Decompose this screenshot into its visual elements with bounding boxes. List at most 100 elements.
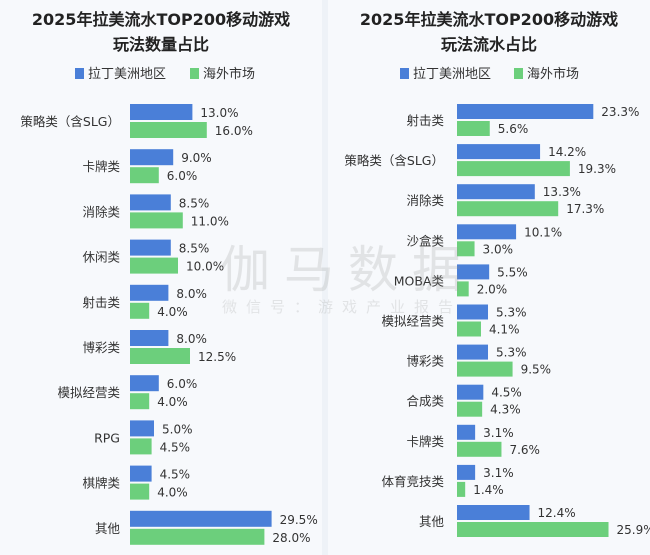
- category-label: MOBA类: [394, 273, 445, 288]
- bar: [130, 257, 178, 274]
- chart-title-line: 玩法数量占比: [113, 35, 209, 54]
- bar: [457, 481, 466, 497]
- category-label: 模拟经营类: [381, 314, 444, 329]
- bar: [457, 464, 476, 480]
- data-label: 13.0%: [200, 106, 238, 120]
- bar: [130, 528, 265, 545]
- category-label: RPG: [94, 430, 120, 445]
- data-label: 4.5%: [160, 440, 191, 454]
- legend-label: 拉丁美洲地区: [88, 67, 166, 82]
- category-label: 射击类: [406, 113, 444, 128]
- data-label: 8.5%: [179, 242, 210, 256]
- bar: [130, 348, 190, 364]
- bar: [130, 393, 150, 410]
- category-label: 卡牌类: [406, 434, 444, 449]
- data-label: 8.0%: [176, 287, 207, 301]
- data-label: 9.0%: [181, 151, 212, 165]
- data-label: 10.1%: [524, 225, 562, 239]
- category-label: 策略类（含SLG）: [20, 114, 120, 129]
- legend-label: 海外市场: [203, 66, 255, 82]
- bar: [457, 144, 541, 160]
- data-label: 23.3%: [601, 105, 639, 119]
- bar: [130, 212, 183, 229]
- data-label: 17.3%: [566, 202, 604, 216]
- category-label: 棋牌类: [82, 476, 120, 491]
- bar: [457, 304, 489, 320]
- data-label: 13.3%: [543, 185, 581, 199]
- data-label: 19.3%: [578, 162, 616, 176]
- data-label: 6.0%: [167, 169, 198, 183]
- bar: [457, 224, 517, 240]
- chart-title-line: 2025年拉美流水TOP200移动游戏: [32, 10, 290, 29]
- bar: [130, 465, 152, 482]
- bar: [457, 104, 594, 119]
- data-label: 5.3%: [496, 306, 527, 320]
- data-label: 3.1%: [483, 466, 514, 480]
- data-label: 5.0%: [162, 422, 193, 436]
- data-label: 12.5%: [198, 350, 236, 364]
- data-label: 5.5%: [497, 265, 528, 279]
- data-label: 16.0%: [215, 124, 253, 138]
- legend-swatch: [190, 68, 199, 79]
- data-label: 8.5%: [179, 196, 210, 210]
- category-label: 模拟经营类: [57, 385, 120, 400]
- data-label: 1.4%: [473, 483, 504, 497]
- bar: [130, 194, 171, 211]
- data-label: 3.1%: [483, 426, 514, 440]
- category-label: 卡牌类: [82, 159, 120, 174]
- bar: [457, 184, 535, 200]
- data-label: 6.0%: [167, 377, 198, 391]
- bar: [457, 424, 476, 440]
- data-label: 25.9%: [617, 523, 650, 537]
- legend-label: 海外市场: [527, 66, 579, 82]
- data-label: 4.0%: [157, 486, 188, 500]
- bar: [130, 330, 169, 346]
- category-label: 体育竞技类: [381, 474, 444, 489]
- bar: [130, 302, 150, 319]
- legend-swatch: [514, 68, 523, 79]
- bar: [457, 121, 490, 136]
- bar: [130, 167, 159, 184]
- category-label: 博彩类: [406, 354, 444, 369]
- bar: [457, 281, 469, 297]
- bar: [457, 361, 513, 377]
- data-label: 10.0%: [186, 260, 224, 274]
- chart-panel-revenue: 2025年拉美流水TOP200移动游戏 玩法流水占比 拉丁美洲地区 海外市场 射击类 23…: [328, 0, 650, 555]
- bar: [130, 375, 159, 392]
- category-label: 博彩类: [82, 340, 120, 355]
- category-label: 消除类: [406, 193, 444, 208]
- category-label: 休闲类: [82, 250, 120, 265]
- category-label: 消除类: [82, 204, 120, 219]
- data-label: 8.0%: [176, 332, 207, 346]
- chart-panel-count: 2025年拉美流水TOP200移动游戏 玩法数量占比拉丁美洲地区 海外市场策略类（含…: [0, 0, 322, 555]
- bar: [130, 104, 193, 120]
- category-label: 沙盒类: [406, 233, 444, 248]
- category-label: 其他: [95, 521, 121, 536]
- bar: [130, 420, 154, 437]
- legend-swatch: [400, 68, 409, 79]
- data-label: 4.5%: [160, 468, 191, 482]
- category-label: 合成类: [406, 394, 444, 409]
- legend-swatch: [75, 68, 84, 79]
- bar: [457, 201, 559, 217]
- bar: [457, 384, 484, 400]
- bar: [130, 284, 169, 301]
- data-label: 4.0%: [157, 395, 188, 409]
- bar: [457, 344, 489, 360]
- data-label: 28.0%: [272, 531, 310, 545]
- data-label: 4.0%: [157, 305, 188, 319]
- data-label: 4.1%: [489, 323, 520, 337]
- data-label: 11.0%: [191, 214, 229, 228]
- data-label: 29.5%: [280, 513, 318, 527]
- category-label: 其他: [419, 514, 445, 529]
- bar: [130, 149, 174, 166]
- bar: [457, 522, 609, 537]
- data-label: 9.5%: [521, 363, 552, 377]
- data-label: 12.4%: [538, 506, 576, 520]
- bar: [457, 401, 483, 417]
- bar: [130, 438, 152, 455]
- data-label: 3.0%: [483, 242, 514, 256]
- bar: [130, 239, 171, 256]
- category-label: 策略类（含SLG）: [344, 153, 444, 168]
